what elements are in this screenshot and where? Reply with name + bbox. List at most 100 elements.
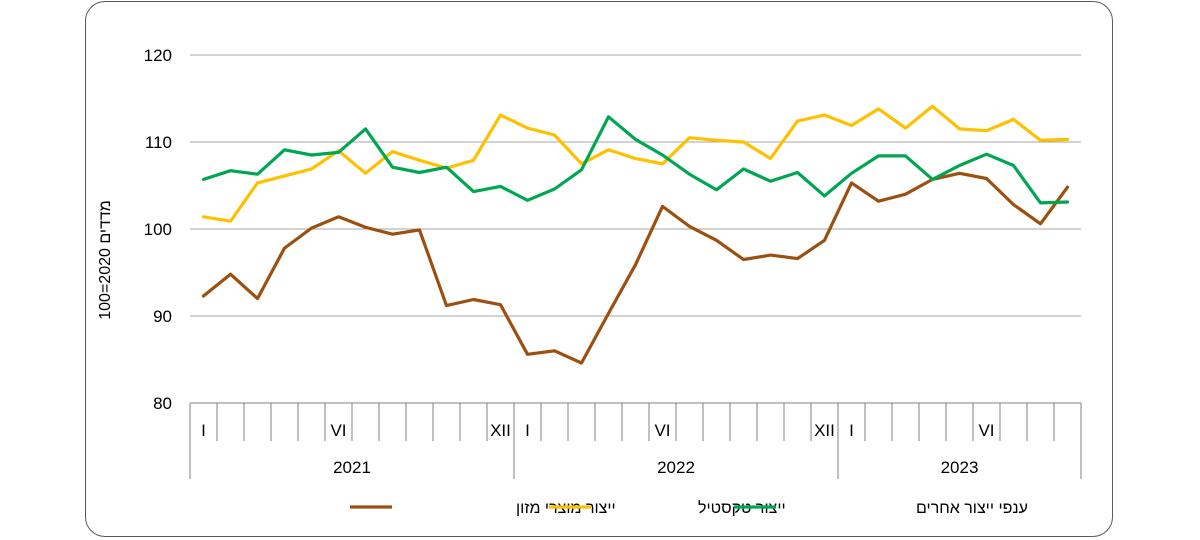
data-point — [256, 173, 259, 175]
year-label: 2021 — [333, 458, 371, 477]
data-point — [445, 304, 448, 307]
data-point — [742, 168, 745, 170]
y-tick-label: 120 — [144, 46, 172, 65]
x-tick-label: XII — [814, 421, 835, 440]
data-point — [877, 155, 880, 157]
data-point — [661, 205, 664, 208]
data-point — [310, 227, 313, 229]
year-label: 2022 — [657, 458, 695, 477]
data-point — [499, 114, 502, 116]
data-point — [688, 136, 691, 139]
y-tick-label: 80 — [153, 394, 172, 413]
x-tick-label: I — [525, 421, 530, 440]
data-point — [364, 128, 367, 130]
data-point — [418, 171, 421, 174]
x-tick-label: I — [201, 421, 206, 440]
data-point — [553, 134, 556, 136]
data-point — [283, 247, 286, 249]
data-point — [985, 153, 988, 155]
x-tick-label: VI — [978, 421, 994, 440]
chart-frame — [85, 1, 1113, 537]
data-point — [823, 239, 826, 242]
y-tick-label: 90 — [153, 307, 172, 326]
y-axis-label: מדדים 2020=100 — [97, 200, 114, 320]
data-point — [283, 149, 286, 151]
data-point — [1066, 201, 1069, 203]
data-point — [337, 216, 340, 218]
data-point — [877, 200, 880, 202]
data-point — [1039, 202, 1042, 204]
data-point — [688, 173, 691, 175]
data-point — [985, 177, 988, 180]
data-point — [958, 128, 961, 130]
data-point — [580, 162, 583, 165]
data-point — [634, 138, 637, 141]
data-point — [688, 225, 691, 228]
data-point — [634, 157, 637, 160]
data-point — [607, 149, 610, 151]
data-point — [526, 127, 529, 129]
x-tick-label: XII — [490, 421, 511, 440]
data-point — [1039, 139, 1042, 142]
data-point — [1066, 138, 1069, 141]
data-point — [472, 190, 475, 193]
data-point — [229, 273, 232, 276]
data-point — [472, 298, 475, 301]
data-point — [769, 180, 772, 182]
data-point — [715, 239, 718, 242]
data-point — [1039, 222, 1042, 225]
data-point — [958, 164, 961, 167]
data-point — [958, 172, 961, 175]
data-point — [1066, 186, 1069, 189]
legend-label: ענפי ייצור אחרים — [916, 500, 1028, 517]
data-point — [661, 154, 664, 156]
data-point — [931, 105, 934, 108]
x-tick-label: VI — [330, 421, 346, 440]
data-point — [391, 233, 394, 236]
data-point — [769, 254, 772, 256]
data-point — [850, 124, 853, 127]
year-label: 2023 — [941, 458, 979, 477]
data-point — [985, 129, 988, 132]
y-axis: 80 90 100 110 120 — [144, 46, 172, 413]
data-point — [823, 195, 826, 197]
data-point — [850, 182, 853, 184]
data-point — [1012, 118, 1015, 121]
data-point — [904, 155, 907, 157]
data-point — [769, 157, 772, 160]
data-point — [256, 297, 259, 300]
data-point — [796, 171, 799, 174]
data-point — [364, 226, 367, 229]
series-line-1 — [201, 171, 1070, 365]
data-point — [418, 159, 421, 162]
y-tick-label: 110 — [145, 133, 172, 152]
data-point — [796, 120, 799, 122]
data-point — [823, 114, 826, 116]
data-point — [364, 172, 367, 175]
data-point — [553, 188, 556, 190]
data-point — [796, 257, 799, 260]
data-point — [715, 189, 718, 191]
x-tick-label: I — [849, 421, 854, 440]
data-point — [553, 350, 556, 352]
data-point — [931, 178, 934, 181]
data-point — [229, 169, 232, 172]
data-point — [742, 258, 745, 261]
data-point — [391, 166, 394, 169]
data-point — [202, 216, 205, 218]
data-point — [661, 162, 664, 165]
data-point — [526, 199, 529, 202]
data-point — [310, 154, 313, 156]
x-axis: I VI XII I VI XII I VI 2021 2022 2023 — [189, 402, 1082, 479]
data-point — [850, 172, 853, 175]
x-tick-label: VI — [654, 421, 670, 440]
data-point — [904, 127, 907, 129]
data-point — [1012, 203, 1015, 206]
data-point — [310, 168, 313, 170]
data-point — [580, 169, 583, 171]
data-point — [418, 229, 421, 231]
data-point — [580, 362, 583, 364]
data-point — [391, 150, 394, 153]
